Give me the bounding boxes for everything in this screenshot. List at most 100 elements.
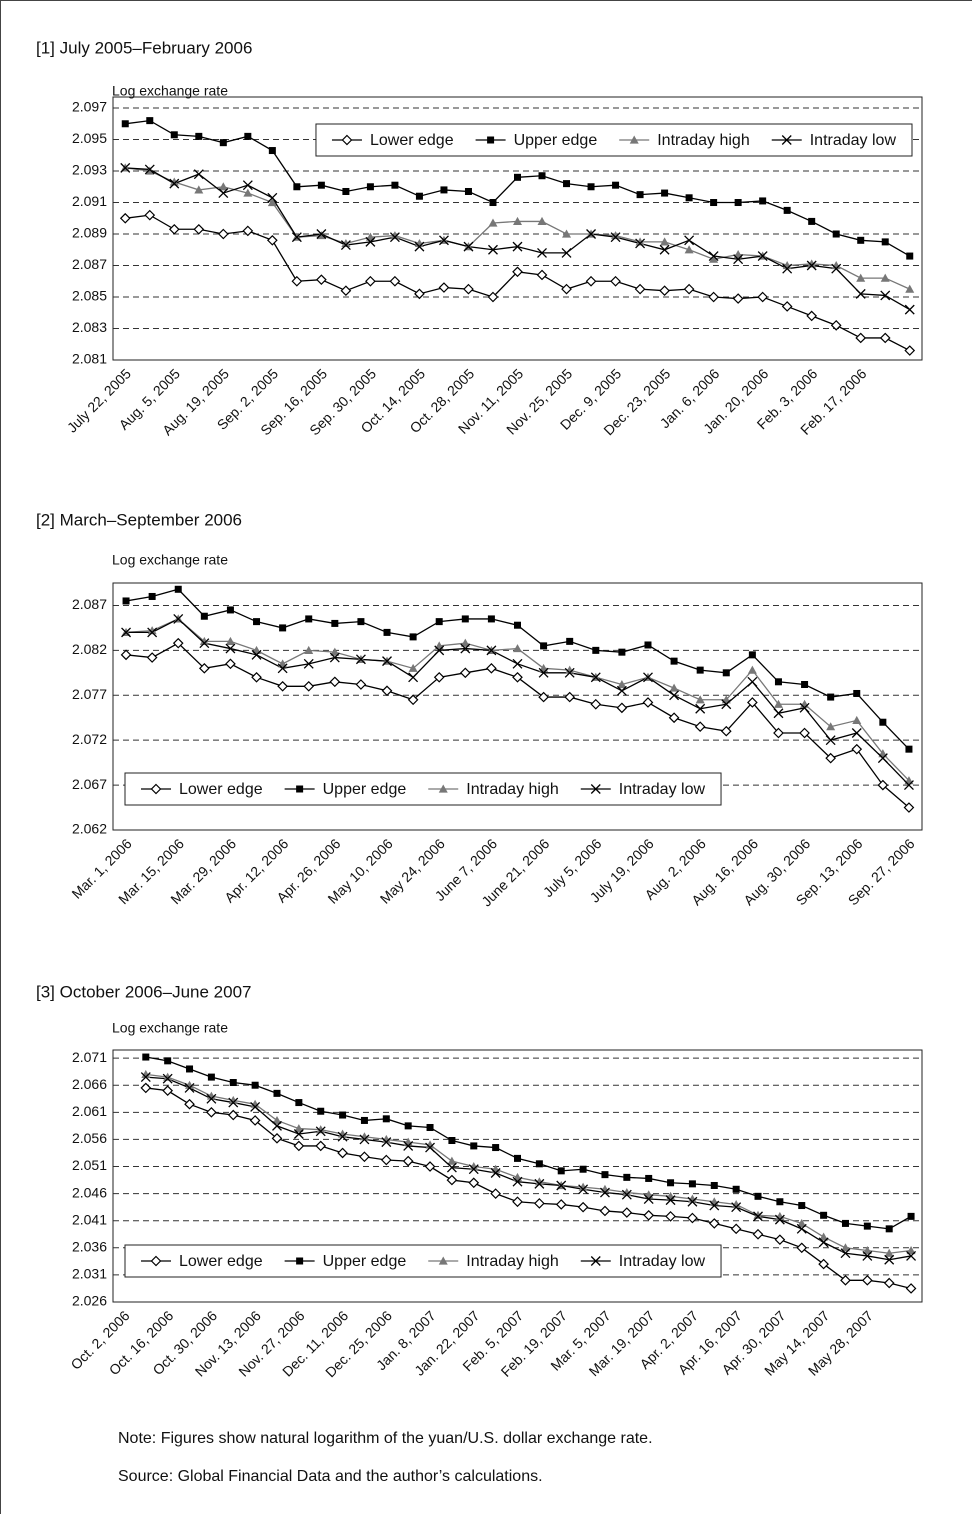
data-point <box>162 1085 174 1096</box>
data-point <box>488 218 498 227</box>
plot-frame <box>112 582 923 831</box>
legend: Lower edge Upper edge Intraday high Intrada… <box>124 1244 722 1278</box>
data-point <box>617 679 627 689</box>
data-point <box>193 223 205 235</box>
data-point <box>186 1065 194 1073</box>
data-point <box>266 234 278 246</box>
data-point <box>819 1232 829 1241</box>
data-point <box>170 131 178 139</box>
data-point <box>426 1123 434 1131</box>
data-point <box>146 652 158 663</box>
data-point <box>757 291 769 303</box>
y-tick-label: 2.087 <box>72 256 107 272</box>
data-point <box>409 633 417 641</box>
data-point <box>169 178 180 189</box>
data-point <box>390 231 400 240</box>
data-point <box>579 1165 587 1173</box>
data-point <box>757 251 768 262</box>
series-line <box>125 588 910 750</box>
data-point <box>535 1160 543 1168</box>
data-point <box>825 752 837 764</box>
data-point <box>774 1214 785 1225</box>
data-point <box>244 132 252 140</box>
data-point <box>339 1111 347 1119</box>
data-point <box>534 1177 544 1186</box>
data-point <box>852 715 862 725</box>
y-tick-label: 2.056 <box>72 1130 107 1146</box>
legend-item: Upper edge <box>284 781 406 798</box>
data-point <box>381 1134 391 1144</box>
data-point <box>557 1167 565 1175</box>
data-point <box>267 192 278 203</box>
data-point <box>468 1177 480 1189</box>
legend-item: Lower edge <box>141 1253 263 1270</box>
y-tick-label: 2.036 <box>72 1239 107 1255</box>
legend-box <box>315 123 913 157</box>
data-point <box>169 177 179 186</box>
data-point <box>683 283 695 295</box>
data-point <box>665 1195 676 1206</box>
data-point <box>695 695 705 704</box>
data-point <box>272 1115 282 1125</box>
data-point <box>402 1155 414 1167</box>
data-point <box>670 657 678 665</box>
data-point <box>880 273 890 282</box>
data-point <box>877 779 889 791</box>
data-point <box>710 1181 718 1189</box>
y-axis-label: Log exchange rate <box>112 83 228 99</box>
data-point <box>172 637 184 649</box>
data-point <box>250 1101 261 1112</box>
data-point <box>146 117 154 125</box>
y-tick-label: 2.031 <box>72 1266 107 1282</box>
y-tick-label: 2.062 <box>72 821 107 837</box>
data-point <box>147 626 157 635</box>
data-point <box>317 181 325 189</box>
y-tick-label: 2.077 <box>72 686 107 702</box>
data-point <box>206 1093 217 1104</box>
legend-item: Intraday low <box>580 781 705 798</box>
data-point <box>359 1132 369 1141</box>
y-tick-label: 2.081 <box>72 351 107 367</box>
data-point <box>643 1209 655 1221</box>
legend-label: Intraday low <box>810 132 897 149</box>
data-point <box>634 283 646 295</box>
data-point <box>140 1072 151 1083</box>
data-point <box>599 1187 610 1198</box>
data-point <box>486 645 497 656</box>
data-point <box>225 658 236 670</box>
data-point <box>303 680 315 692</box>
data-point <box>563 180 571 188</box>
data-point <box>389 232 400 243</box>
y-tick-label: 2.097 <box>72 99 107 115</box>
data-point <box>538 172 546 180</box>
data-point <box>293 183 301 191</box>
data-point <box>578 1184 589 1195</box>
data-point <box>562 229 572 238</box>
data-point <box>460 643 471 654</box>
data-point <box>884 1254 895 1265</box>
data-point <box>403 1140 414 1151</box>
legend-item: Lower edge <box>141 781 263 798</box>
data-point <box>440 186 448 194</box>
data-point <box>121 627 132 638</box>
legend-label: Intraday high <box>466 781 559 798</box>
data-point <box>636 191 644 199</box>
data-point <box>577 1201 589 1213</box>
data-point <box>468 1164 479 1175</box>
data-point <box>382 656 392 667</box>
data-point <box>610 232 621 243</box>
data-point <box>669 683 679 692</box>
y-tick-label: 2.066 <box>72 1076 107 1092</box>
data-point <box>905 1283 917 1294</box>
y-tick-label: 2.026 <box>72 1293 107 1309</box>
data-point <box>199 636 209 645</box>
data-point <box>709 1200 720 1211</box>
y-axis-label: Log exchange rate <box>112 552 228 568</box>
data-point <box>774 678 782 686</box>
data-point <box>537 247 547 258</box>
data-point <box>315 1126 326 1137</box>
data-point <box>694 721 706 733</box>
data-point <box>382 1115 390 1123</box>
data-point <box>661 189 669 197</box>
data-point <box>841 1219 849 1227</box>
